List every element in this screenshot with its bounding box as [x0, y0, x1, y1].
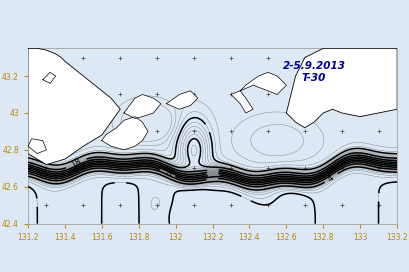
Text: 18: 18 — [69, 157, 83, 170]
Text: 2-5.9.2013
T-30: 2-5.9.2013 T-30 — [282, 61, 345, 83]
Polygon shape — [28, 48, 120, 165]
Polygon shape — [101, 117, 148, 150]
Text: 8: 8 — [163, 168, 172, 178]
Text: 4: 4 — [326, 173, 335, 183]
Polygon shape — [166, 91, 197, 109]
Polygon shape — [124, 94, 160, 119]
Polygon shape — [28, 139, 46, 153]
Polygon shape — [285, 48, 396, 128]
Polygon shape — [43, 72, 56, 84]
Polygon shape — [230, 72, 285, 113]
